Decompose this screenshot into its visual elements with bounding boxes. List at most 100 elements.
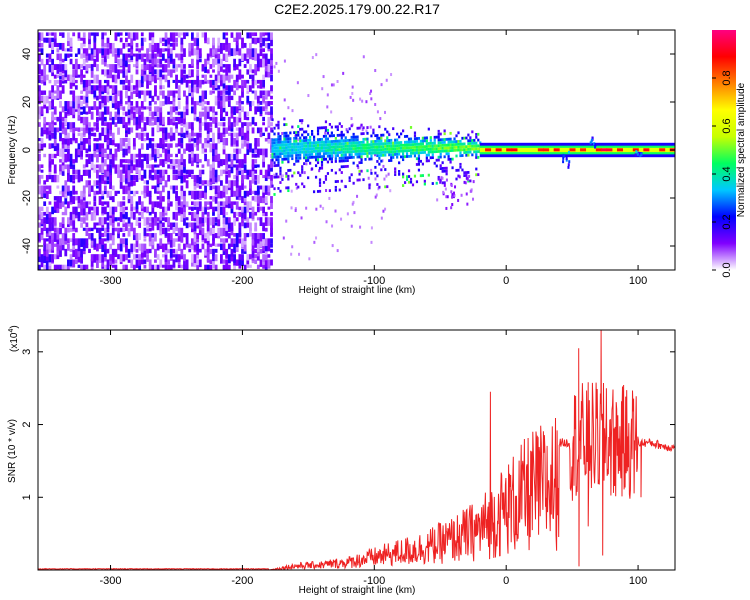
spectrogram-cell	[297, 153, 300, 157]
spectrogram-cell	[154, 148, 157, 155]
spectrogram-cell	[106, 153, 110, 160]
spectrogram-cell	[96, 127, 99, 132]
spectrogram-cell	[43, 248, 47, 256]
spectrogram-cell	[361, 128, 364, 132]
spectrogram-cell	[267, 206, 271, 210]
spectrogram-cell	[471, 144, 474, 148]
spectrogram-cell	[48, 259, 52, 266]
spectrogram-cell	[342, 150, 345, 154]
spectrogram-cell	[368, 151, 371, 155]
spectrogram-cell	[259, 185, 263, 190]
spectrogram-cell	[290, 189, 293, 193]
spectrogram-cell	[336, 148, 339, 152]
spectrogram-cell	[293, 162, 296, 166]
spectrogram-cell	[443, 181, 446, 185]
spectrogram-cell	[151, 222, 155, 231]
spectrogram-cell	[254, 69, 258, 76]
spectrogram-cell	[230, 74, 234, 79]
spectrogram-cell	[251, 90, 255, 94]
spectrogram-cell	[460, 193, 463, 197]
spectrogram-cell	[475, 150, 478, 154]
spectrogram-cell	[340, 156, 343, 160]
x-tick-label: 0	[503, 575, 509, 587]
spectrogram-cell	[53, 32, 57, 39]
spectrogram-cell	[119, 106, 123, 110]
spectrogram-cell	[455, 148, 458, 152]
spectrogram-cell	[243, 122, 247, 127]
spectrogram-cell	[235, 190, 239, 197]
spectrogram-cell	[201, 106, 205, 111]
spectrogram-cell	[454, 185, 457, 189]
spectrogram-cell	[311, 155, 314, 159]
spectrogram-cell	[132, 243, 136, 252]
spectrogram-cell	[233, 238, 236, 244]
spectrogram-cell	[392, 144, 395, 148]
spectrogram-cell	[88, 227, 91, 232]
spectrogram-cell	[148, 264, 152, 270]
spectrogram-cell	[334, 139, 337, 143]
spectrogram-cell	[148, 143, 152, 149]
spectrogram-cell	[212, 174, 215, 184]
spectrogram-cell	[85, 148, 89, 154]
spectrogram-cell	[101, 164, 105, 174]
spectrogram-cell	[303, 171, 306, 175]
spectrogram-cell	[148, 122, 152, 126]
spectrogram-cell	[362, 132, 365, 135]
spectrogram-cell	[342, 71, 345, 75]
spectrogram-cell	[233, 106, 236, 116]
spectrogram-cell	[67, 148, 70, 155]
spectrogram-cell	[264, 243, 268, 252]
spectrogram-cell	[119, 79, 123, 85]
spectrogram-cell	[140, 90, 144, 95]
spectrogram-cell	[267, 64, 271, 72]
spectrogram-x-label: Height of straight line (km)	[299, 285, 416, 296]
spectrogram-cell	[455, 168, 458, 172]
spectrogram-cell	[167, 143, 171, 150]
spectrogram-cell	[154, 259, 157, 263]
spectrogram-cell	[40, 185, 44, 194]
spectrogram-cell	[138, 48, 142, 53]
x-tick-label: -200	[231, 575, 253, 587]
spectrogram-cell	[59, 222, 62, 228]
spectrogram-cell	[443, 129, 446, 133]
spectrogram-cell	[82, 32, 86, 38]
spectrogram-cell	[146, 164, 149, 169]
spectrogram-cell	[220, 227, 223, 237]
spectrogram-cell	[59, 53, 62, 62]
spectrogram-cell	[88, 185, 91, 195]
spectrogram-cell	[96, 243, 99, 252]
spectrogram-cell	[262, 153, 266, 162]
spectrogram-cell	[330, 140, 333, 143]
spectrogram-cell	[264, 53, 268, 60]
spectrogram-cell	[297, 171, 300, 175]
spectrogram-cell	[159, 169, 163, 178]
spectrogram-cell	[190, 32, 194, 40]
spectrogram-cell	[180, 185, 184, 191]
spectrogram-cell	[151, 122, 155, 126]
spectrogram-cell	[262, 106, 266, 112]
spectrogram-cell	[93, 138, 97, 142]
spectrogram-cell	[364, 143, 367, 147]
spectrogram-cell	[364, 157, 367, 161]
spectrogram-cell	[43, 201, 47, 206]
spectrogram-cell	[161, 264, 165, 268]
spectrogram-cell	[251, 79, 255, 89]
spectrogram-cell	[241, 185, 244, 190]
spectrogram-cell	[148, 153, 152, 161]
spectrogram-cell	[425, 159, 428, 163]
spectrogram-cell	[48, 227, 52, 236]
spectrogram-cell	[338, 122, 341, 126]
spectrogram-cell	[93, 42, 97, 50]
spectrogram-cell	[193, 132, 197, 137]
spectrogram-cell	[243, 206, 247, 214]
spectrogram-cell	[45, 211, 49, 220]
spectrogram-cell	[109, 164, 113, 173]
spectrogram-cell	[297, 148, 300, 152]
spectrogram-cell	[264, 196, 268, 204]
spectrogram-cell	[69, 227, 73, 232]
spectrogram-cell	[405, 178, 409, 181]
spectrogram-cell	[45, 122, 49, 126]
spectrogram-cell	[254, 164, 258, 169]
spectrogram-cell	[447, 152, 450, 156]
spectrogram-cell	[246, 53, 250, 58]
